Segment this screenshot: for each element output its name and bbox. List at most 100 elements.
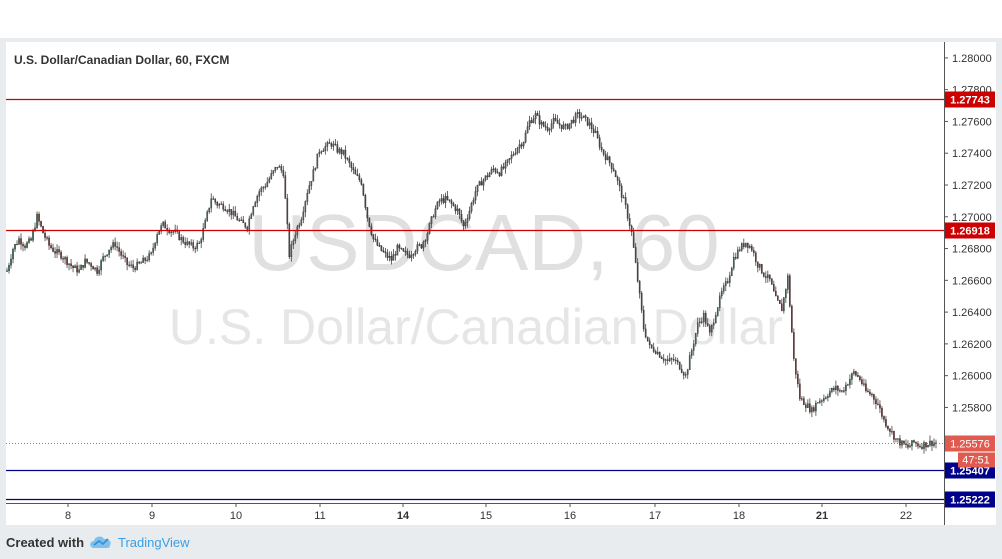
candle-body bbox=[24, 245, 26, 248]
candle-body bbox=[398, 244, 401, 249]
candle-body bbox=[342, 149, 345, 155]
candle-body bbox=[240, 219, 243, 221]
candle-body bbox=[270, 173, 273, 179]
candle-body bbox=[726, 281, 729, 283]
price-badges: 1.27743 1.26918 1.25407 1.25222 1.25576 47:51 bbox=[945, 91, 995, 508]
candle-body bbox=[805, 404, 807, 408]
candle-body bbox=[106, 254, 108, 257]
candle-body bbox=[664, 359, 667, 361]
candle-body bbox=[722, 285, 725, 292]
candle-body bbox=[558, 123, 561, 126]
candle-body bbox=[248, 218, 251, 230]
candle-body bbox=[272, 170, 275, 174]
candle-body bbox=[244, 222, 247, 228]
candle-body bbox=[16, 243, 18, 246]
candle-body bbox=[440, 198, 443, 202]
candle-body bbox=[410, 255, 413, 258]
candle-body bbox=[857, 374, 859, 377]
candle-body bbox=[720, 291, 723, 297]
candle-body bbox=[460, 214, 463, 222]
footer: Created with TradingView bbox=[0, 527, 1002, 559]
candle-body bbox=[246, 226, 249, 230]
candle-body bbox=[606, 156, 609, 161]
candle-body bbox=[702, 312, 705, 323]
candle-body bbox=[434, 208, 437, 217]
x-tick-label: 18 bbox=[733, 510, 745, 522]
levels-layer bbox=[6, 98, 944, 501]
candle-body bbox=[905, 443, 907, 446]
candle-body bbox=[478, 181, 481, 186]
candle-body bbox=[372, 234, 375, 240]
x-tick-label: 11 bbox=[314, 510, 325, 522]
candle-body bbox=[414, 251, 417, 255]
time-axis[interactable]: 8 9 10 11 14 15 16 17 18 21 22 bbox=[6, 503, 944, 522]
candle-body bbox=[432, 216, 435, 218]
candle-body bbox=[907, 444, 909, 448]
candle-body bbox=[514, 152, 517, 155]
candle-body bbox=[130, 264, 132, 266]
candle-body bbox=[855, 371, 857, 376]
candle-body bbox=[310, 181, 313, 186]
candle-body bbox=[783, 297, 785, 312]
candle-body bbox=[186, 241, 189, 245]
tradingview-logo-icon[interactable] bbox=[88, 532, 114, 555]
candle-body bbox=[490, 169, 493, 174]
candle-body bbox=[94, 267, 96, 270]
candle-body bbox=[845, 384, 847, 392]
y-tick-label: 1.27400 bbox=[952, 148, 992, 160]
candle-body bbox=[740, 243, 743, 251]
candle-body bbox=[330, 143, 333, 147]
candle-body bbox=[314, 168, 317, 170]
candle-body bbox=[450, 200, 453, 204]
price-chart[interactable]: USDCAD, 60 U.S. Dollar/Canadian Dollar 1… bbox=[6, 42, 996, 525]
x-tick-label: 14 bbox=[397, 510, 410, 522]
candle-body bbox=[98, 269, 100, 274]
support-badge-label: 1.25407 bbox=[950, 466, 990, 478]
candle-body bbox=[368, 217, 371, 227]
candle-body bbox=[222, 203, 225, 210]
candle-body bbox=[777, 295, 779, 301]
candle-body bbox=[851, 373, 853, 380]
candle-body bbox=[819, 400, 821, 403]
tradingview-link[interactable]: TradingView bbox=[118, 535, 190, 550]
candle-body bbox=[54, 251, 56, 254]
watermark: USDCAD, 60 U.S. Dollar/Canadian Dollar bbox=[169, 198, 783, 355]
candle-body bbox=[430, 216, 433, 224]
candle-body bbox=[276, 167, 279, 169]
candle-body bbox=[92, 266, 94, 270]
candle-body bbox=[919, 445, 921, 448]
candle-body bbox=[758, 264, 761, 268]
candle-body bbox=[190, 242, 193, 245]
candle-body bbox=[622, 197, 625, 199]
candle-body bbox=[8, 265, 10, 272]
last-price-badge bbox=[945, 435, 995, 452]
candle-body bbox=[628, 218, 631, 227]
candle-body bbox=[182, 237, 185, 243]
candle-body bbox=[580, 117, 583, 119]
candle-body bbox=[600, 147, 603, 150]
x-tick-label: 22 bbox=[900, 510, 912, 522]
candle-body bbox=[64, 257, 66, 260]
candle-body bbox=[704, 312, 707, 324]
candle-body bbox=[596, 130, 599, 138]
candle-body bbox=[208, 207, 211, 213]
candle-body bbox=[712, 322, 715, 326]
candle-body bbox=[542, 122, 545, 127]
candle-body bbox=[210, 198, 213, 209]
y-tick-label: 1.27200 bbox=[952, 180, 992, 192]
candle-body bbox=[390, 256, 393, 261]
candle-body bbox=[30, 238, 32, 241]
candle-body bbox=[146, 259, 148, 261]
candle-body bbox=[122, 255, 124, 257]
candle-body bbox=[522, 142, 525, 147]
candle-body bbox=[128, 264, 130, 266]
candle-body bbox=[32, 230, 34, 241]
candle-body bbox=[899, 438, 901, 446]
candle-body bbox=[646, 336, 649, 342]
candle-body bbox=[472, 199, 475, 204]
candle-body bbox=[60, 251, 62, 259]
candle-body bbox=[26, 242, 28, 248]
candle-body bbox=[925, 442, 927, 448]
candle-body bbox=[284, 175, 287, 199]
candle-body bbox=[584, 115, 587, 118]
